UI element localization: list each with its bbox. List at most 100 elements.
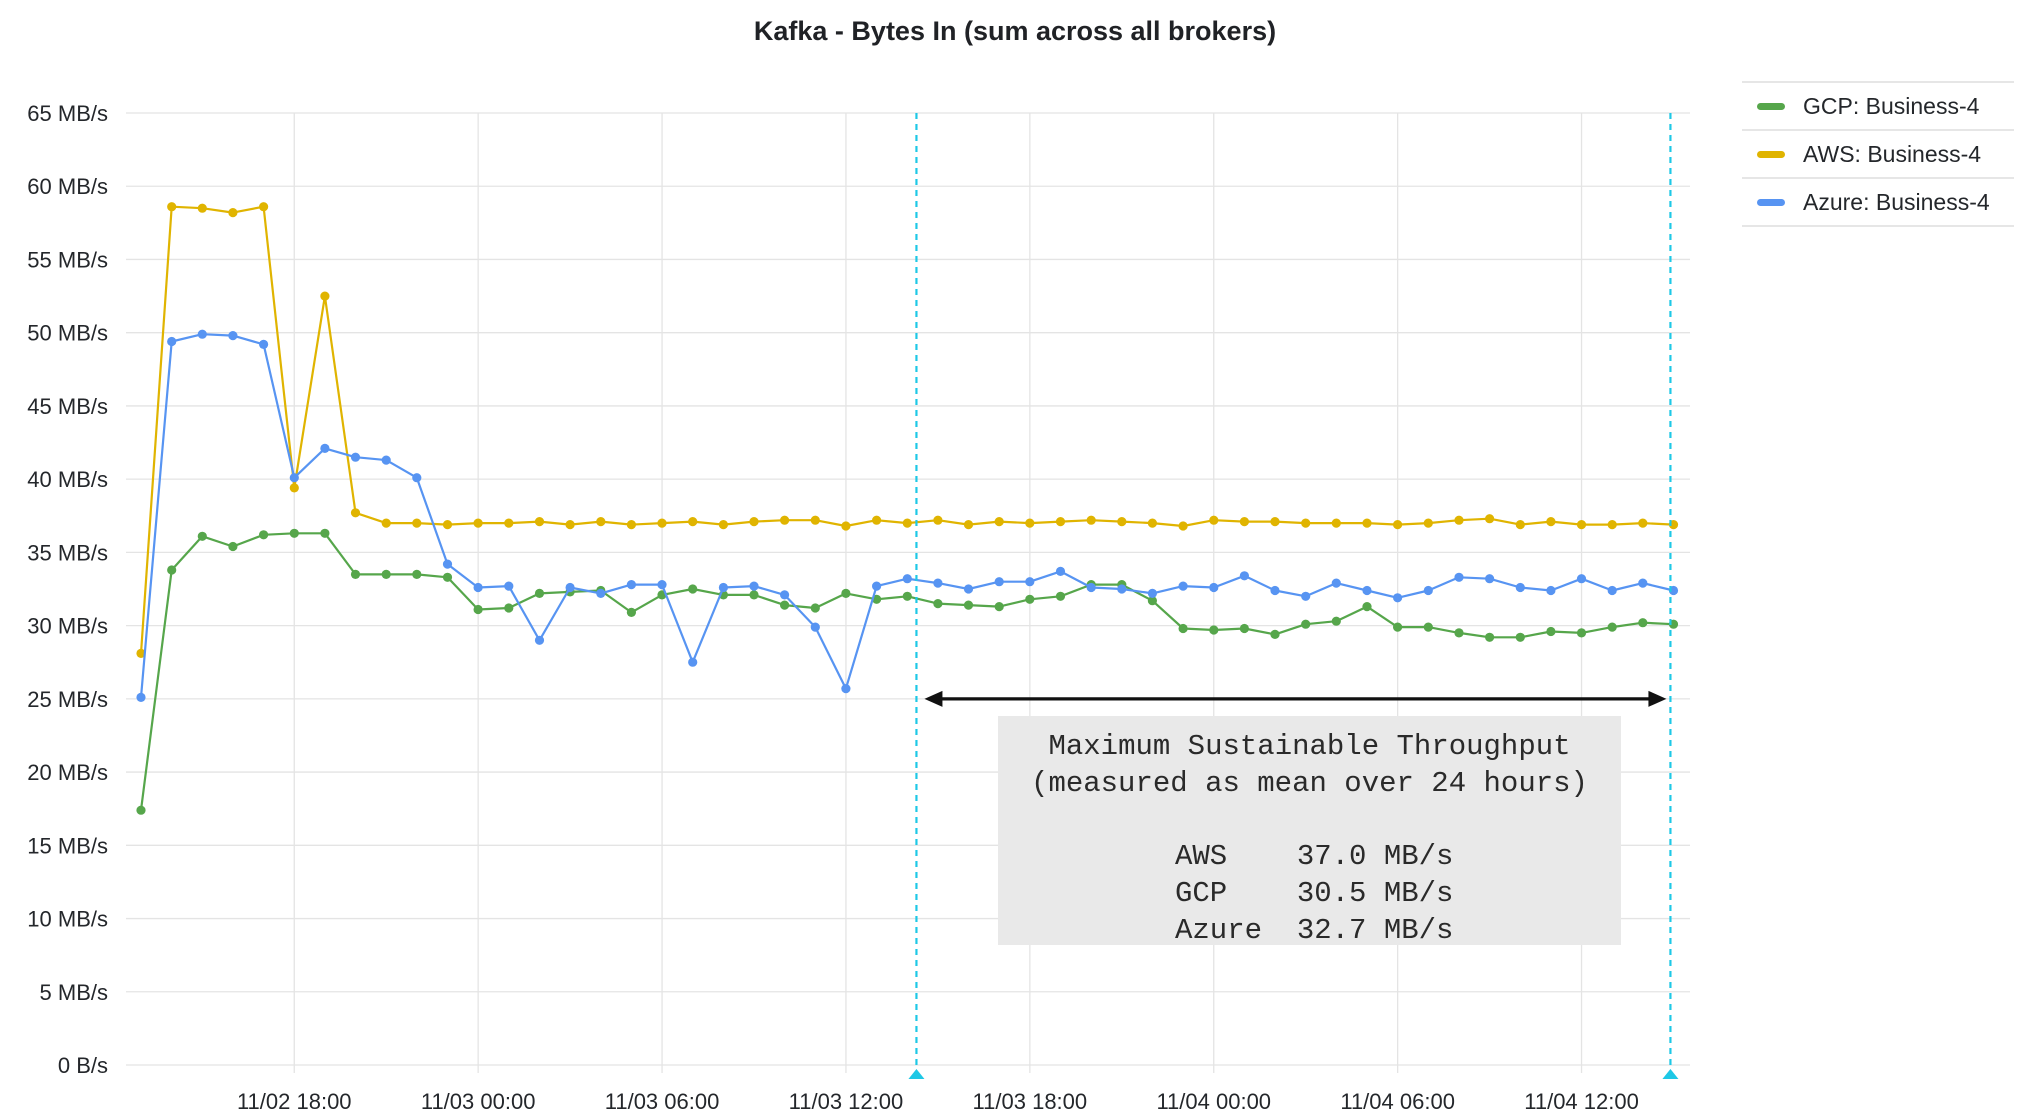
y-tick-label: 20 MB/s: [27, 760, 108, 785]
legend-item-azure[interactable]: Azure: Business-4: [1742, 177, 2014, 227]
data-point: [228, 331, 238, 341]
data-point: [841, 588, 851, 599]
data-point: [534, 635, 545, 645]
data-point: [596, 588, 606, 599]
data-point: [504, 518, 514, 528]
data-point: [1117, 584, 1127, 594]
data-point: [841, 521, 851, 531]
data-point: [534, 588, 545, 599]
annotation-value-row: Azure 32.7 MB/s: [1175, 914, 1453, 947]
data-point: [1485, 632, 1495, 642]
data-point: [350, 452, 361, 462]
annotation-box: [998, 716, 1621, 945]
x-tick-label: 11/04 12:00: [1524, 1089, 1639, 1114]
y-tick-label: 50 MB/s: [27, 321, 108, 346]
y-tick-label: 35 MB/s: [27, 540, 108, 565]
data-point: [320, 443, 330, 453]
data-point: [259, 339, 269, 349]
data-point: [902, 574, 912, 584]
data-point: [1301, 518, 1311, 528]
legend-swatch-azure: [1757, 198, 1785, 206]
data-point: [1239, 517, 1249, 527]
legend-swatch-gcp: [1757, 102, 1785, 110]
data-point: [1178, 623, 1188, 634]
data-point: [1546, 626, 1556, 637]
data-point: [381, 518, 391, 528]
data-point: [1576, 628, 1587, 638]
data-point: [504, 603, 514, 613]
annotation-heading: Maximum Sustainable Throughput: [1048, 730, 1570, 763]
data-point: [626, 607, 637, 618]
data-point: [1638, 578, 1648, 588]
legend-item-aws[interactable]: AWS: Business-4: [1742, 129, 2014, 177]
data-point: [1055, 566, 1066, 577]
legend-label-aws: AWS: Business-4: [1803, 140, 1982, 167]
data-point: [1025, 594, 1035, 604]
legend-label-azure: Azure: Business-4: [1803, 188, 1990, 215]
data-point: [167, 565, 177, 575]
data-point: [1270, 585, 1280, 596]
data-point: [1239, 623, 1249, 634]
annotation-layer: Maximum Sustainable Throughput (measured …: [908, 113, 1679, 1079]
data-point: [1485, 574, 1495, 584]
data-point: [1301, 619, 1311, 629]
data-point: [688, 584, 698, 594]
legend-swatch-aws: [1757, 150, 1785, 158]
data-point: [534, 517, 545, 527]
data-point: [412, 473, 422, 483]
data-point: [657, 580, 667, 590]
y-tick-label: 45 MB/s: [27, 394, 108, 419]
data-point: [1607, 585, 1617, 596]
legend-item-gcp[interactable]: GCP: Business-4: [1742, 81, 2014, 129]
y-gridlines: [126, 112, 1690, 1066]
annotation-value-row: AWS 37.0 MB/s: [1175, 840, 1453, 873]
series-azure: [136, 329, 1679, 703]
data-point: [841, 684, 851, 694]
data-point: [1362, 518, 1372, 528]
data-point: [197, 203, 207, 213]
annotation-heading: (measured as mean over 24 hours): [1031, 767, 1588, 800]
data-point: [412, 518, 422, 528]
series-aws: [136, 202, 1679, 659]
y-tick-label: 30 MB/s: [27, 614, 108, 639]
data-point: [197, 531, 207, 541]
data-point: [1393, 520, 1403, 530]
y-tick-label: 5 MB/s: [40, 980, 108, 1005]
data-point: [994, 577, 1004, 587]
data-point: [1638, 518, 1648, 528]
data-point: [596, 517, 606, 527]
data-point: [963, 584, 974, 594]
data-point: [381, 455, 391, 465]
data-point: [626, 520, 637, 530]
y-tick-label: 55 MB/s: [27, 247, 108, 272]
data-point: [1178, 581, 1188, 591]
data-point: [565, 520, 575, 530]
data-point: [933, 599, 943, 609]
x-tick-label: 11/03 18:00: [973, 1089, 1088, 1114]
data-point: [1209, 582, 1219, 593]
data-point: [1423, 622, 1433, 632]
y-tick-label: 25 MB/s: [27, 687, 108, 712]
data-point: [350, 508, 361, 518]
series-layer: [136, 202, 1679, 815]
x-tick-label: 11/03 12:00: [789, 1089, 904, 1114]
data-point: [565, 582, 575, 593]
region-marker-triangle-icon: [908, 1069, 925, 1079]
data-point: [473, 518, 483, 528]
data-point: [473, 604, 483, 615]
data-point: [1515, 582, 1525, 593]
data-point: [1209, 515, 1219, 525]
data-point: [350, 569, 361, 580]
data-point: [1209, 625, 1219, 635]
data-point: [442, 520, 453, 530]
data-point: [1423, 585, 1433, 596]
data-point: [381, 569, 391, 580]
annotation-value-row: GCP 30.5 MB/s: [1175, 877, 1453, 910]
arrow-left-icon: [924, 690, 943, 707]
data-point: [289, 473, 299, 483]
data-point: [780, 590, 790, 600]
data-point: [1086, 582, 1096, 593]
data-point: [1485, 514, 1495, 524]
data-point: [902, 518, 912, 528]
